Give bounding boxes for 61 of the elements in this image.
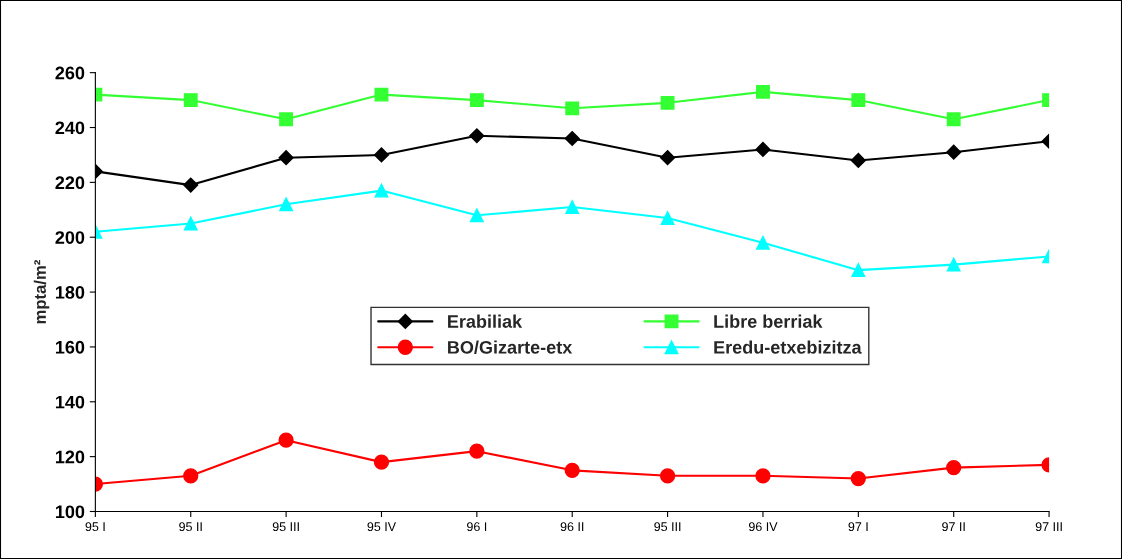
point — [850, 470, 866, 487]
x-tick-label: 95 I — [85, 522, 105, 532]
x-tick-label: 95 II — [179, 522, 202, 532]
point — [946, 144, 962, 160]
x-tick-label: 95 III — [654, 522, 681, 532]
x-tick-label: 96 I — [467, 522, 487, 532]
y-axis-title: mpta/m² — [33, 260, 50, 324]
point — [374, 183, 389, 198]
legend-label: BO/Gizarte-etx — [448, 340, 573, 354]
y-tick-label: 100 — [55, 505, 85, 519]
point — [469, 208, 484, 223]
point — [373, 454, 390, 470]
y-tick-label: 260 — [55, 66, 85, 80]
y-tick-label: 160 — [55, 340, 85, 354]
y-tick-label: 120 — [55, 450, 85, 464]
x-tick-label: 95 IV — [367, 522, 397, 532]
y-tick-label: 220 — [55, 176, 85, 190]
point — [946, 459, 962, 476]
point — [565, 101, 580, 116]
point — [756, 235, 770, 250]
y-tick-label: 200 — [55, 231, 85, 244]
point — [660, 95, 675, 110]
y-tick-label: 240 — [55, 121, 85, 135]
point — [278, 432, 294, 448]
point — [279, 197, 294, 212]
point — [659, 468, 676, 484]
point — [183, 93, 198, 108]
legend-label: Libre berriak — [714, 314, 823, 328]
point — [183, 468, 199, 484]
point — [660, 211, 675, 225]
point — [373, 147, 390, 163]
point — [183, 216, 198, 231]
point — [850, 152, 866, 169]
legend-label: Eredu-etxebizitza — [714, 340, 862, 354]
point — [755, 141, 771, 158]
point — [279, 112, 294, 127]
y-tick-label: 140 — [55, 395, 85, 409]
point — [278, 150, 294, 166]
point — [564, 130, 580, 147]
point — [851, 93, 866, 108]
point — [469, 128, 485, 144]
x-tick-label: 97 II — [942, 522, 965, 532]
point — [946, 112, 961, 127]
point — [183, 177, 199, 193]
point — [564, 462, 580, 478]
point — [469, 443, 485, 459]
x-tick-label: 96 IV — [748, 522, 778, 532]
point — [756, 84, 770, 99]
point — [946, 257, 961, 272]
point — [660, 150, 676, 166]
x-tick-label: 97 I — [848, 522, 868, 532]
point — [565, 200, 580, 215]
point — [851, 263, 866, 278]
x-tick-label: 95 III — [272, 522, 299, 532]
legend-label: Erabiliak — [448, 314, 523, 328]
x-tick-label: 96 II — [560, 522, 584, 532]
point — [469, 93, 484, 108]
x-tick-label: 97 III — [1035, 522, 1062, 532]
point — [374, 87, 389, 102]
point — [755, 468, 771, 484]
y-tick-label: 180 — [55, 286, 85, 299]
